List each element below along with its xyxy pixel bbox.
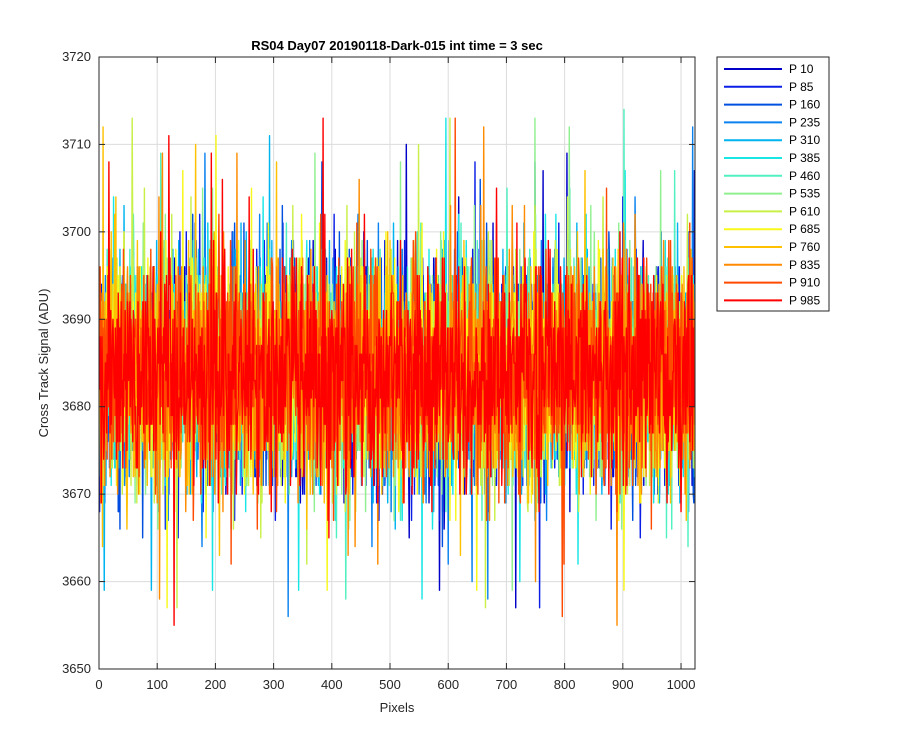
x-tick-label: 600	[437, 677, 459, 692]
chart-title: RS04 Day07 20190118-Dark-015 int time = …	[251, 38, 543, 53]
legend-entry-label: P 160	[789, 98, 820, 112]
x-tick-label: 200	[205, 677, 227, 692]
x-tick-label: 0	[95, 677, 102, 692]
y-tick-label: 3660	[62, 574, 91, 589]
legend-entry-label: P 835	[789, 258, 820, 272]
legend-entry-label: P 535	[789, 187, 820, 201]
legend-entry-label: P 310	[789, 133, 820, 147]
x-tick-label: 100	[146, 677, 168, 692]
legend-entry-label: P 985	[789, 293, 820, 307]
legend-entry-label: P 760	[789, 240, 820, 254]
x-tick-label: 500	[379, 677, 401, 692]
legend-entry-label: P 460	[789, 169, 820, 183]
legend-entry-label: P 235	[789, 115, 820, 129]
legend-entry-label: P 610	[789, 204, 820, 218]
y-tick-label: 3680	[62, 399, 91, 414]
y-tick-label: 3720	[62, 49, 91, 64]
legend-box	[716, 56, 830, 312]
y-tick-label: 3690	[62, 311, 91, 326]
axis-ticks: 0 100 200 300 400 500 600 700 800 900 1000 3650 3660…	[62, 49, 695, 692]
y-axis-label: Cross Track Signal (ADU)	[36, 289, 51, 438]
legend-entry-label: P 85	[789, 80, 814, 94]
legend: P 10 P 85 P 160 P 235 P 310 P 385 P 460 P 535 P …	[716, 56, 830, 312]
series-lines	[99, 108, 695, 626]
legend-entry-label: P 10	[789, 62, 814, 76]
x-tick-label: 1000	[667, 677, 696, 692]
x-tick-label: 800	[554, 677, 576, 692]
x-tick-label: 900	[612, 677, 634, 692]
x-axis-label: Pixels	[380, 700, 415, 715]
x-tick-label: 400	[321, 677, 343, 692]
y-tick-label: 3650	[62, 661, 91, 676]
x-tick-label: 300	[263, 677, 285, 692]
legend-entry-label: P 685	[789, 222, 820, 236]
x-tick-label: 700	[496, 677, 518, 692]
legend-entry-label: P 385	[789, 151, 820, 165]
y-tick-label: 3670	[62, 486, 91, 501]
plot-area-frame	[98, 56, 696, 670]
legend-entry-label: P 910	[789, 276, 820, 290]
y-tick-label: 3710	[62, 136, 91, 151]
y-tick-label: 3700	[62, 224, 91, 239]
series-line-p985	[99, 117, 695, 626]
